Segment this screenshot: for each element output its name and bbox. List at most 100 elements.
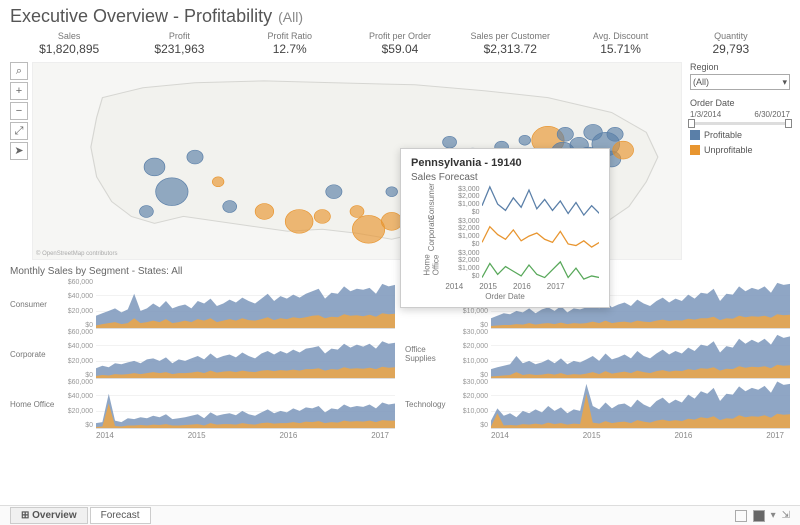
area-yaxis: $30,000$20,000$10,000$0	[457, 329, 491, 379]
kpi-4: Sales per Customer$2,313.72	[455, 31, 565, 56]
map-bubble[interactable]	[607, 127, 623, 141]
kpi-value: 29,793	[676, 42, 786, 56]
date-max: 6/30/2017	[754, 110, 790, 119]
map-bubble[interactable]	[386, 187, 398, 197]
date-slider[interactable]	[690, 122, 790, 125]
map-bubble[interactable]	[443, 136, 457, 148]
chevron-down-icon[interactable]: ▾	[771, 510, 776, 522]
kpi-value: 15.71%	[565, 42, 675, 56]
legend-swatch	[690, 130, 700, 140]
kpi-label: Quantity	[676, 31, 786, 41]
map-bubble[interactable]	[557, 127, 573, 141]
map-toolbar: ⌕ + − ⤢ ➤	[10, 62, 32, 260]
slider-knob-max[interactable]	[785, 119, 792, 128]
map-bubble[interactable]	[139, 206, 153, 218]
date-min: 1/3/2014	[690, 110, 721, 119]
area-row: Corporate$60,000$40,000$20,000$0	[10, 329, 395, 379]
left-chart-title: Monthly Sales by Segment - States: All	[10, 266, 395, 277]
legend-item[interactable]: Unprofitable	[690, 145, 790, 155]
footer: ⊞ OverviewForecast ▾ ⇲	[0, 505, 800, 525]
kpi-0: Sales$1,820,895	[14, 31, 124, 56]
spark-chart	[482, 185, 599, 217]
map-bubble[interactable]	[212, 177, 224, 187]
area-chart[interactable]	[491, 379, 790, 429]
map-bubble[interactable]	[285, 210, 313, 234]
page-title: Executive Overview - Profitability	[10, 6, 272, 27]
map-bubble[interactable]	[350, 206, 364, 218]
map-tool-1[interactable]: +	[10, 82, 28, 100]
area-yaxis: $30,000$20,000$10,000$0	[457, 379, 491, 429]
area-row-label: Consumer	[10, 279, 62, 329]
map-tooltip: Pennsylvania - 19140 Sales Forecast Cons…	[400, 148, 610, 308]
chevron-down-icon: ▾	[782, 77, 787, 88]
kpi-label: Profit	[124, 31, 234, 41]
kpi-5: Avg. Discount15.71%	[565, 31, 675, 56]
map-bubble[interactable]	[381, 212, 402, 230]
map-bubble[interactable]	[187, 150, 203, 164]
kpi-value: $231,963	[124, 42, 234, 56]
kpi-value: $2,313.72	[455, 42, 565, 56]
kpi-1: Profit$231,963	[124, 31, 234, 56]
spark-row: Home Office$3,000$2,000$1,000$0	[411, 249, 599, 281]
region-label: Region	[690, 62, 790, 72]
kpi-6: Quantity29,793	[676, 31, 786, 56]
map-tool-4[interactable]: ➤	[10, 142, 28, 160]
tab-forecast[interactable]: Forecast	[90, 507, 151, 524]
kpi-label: Avg. Discount	[565, 31, 675, 41]
kpi-row: Sales$1,820,895Profit$231,963Profit Rati…	[10, 31, 790, 62]
view-grid-icon[interactable]	[735, 510, 747, 522]
slider-knob-min[interactable]	[688, 119, 695, 128]
spark-label: Home Office	[423, 244, 441, 285]
area-chart[interactable]	[96, 379, 395, 429]
map-bubble[interactable]	[326, 185, 342, 199]
map-bubble[interactable]	[613, 141, 634, 159]
map-bubble[interactable]	[223, 201, 237, 213]
kpi-value: 12.7%	[235, 42, 345, 56]
tab-overview[interactable]: ⊞ Overview	[10, 507, 88, 524]
kpi-label: Profit per Order	[345, 31, 455, 41]
region-select[interactable]: (All) ▾	[690, 74, 790, 90]
spark-yaxis: $3,000$2,000$1,000$0	[452, 186, 481, 217]
area-xaxis: 2014201520162017	[10, 429, 395, 440]
spark-yaxis: $3,000$2,000$1,000$0	[452, 250, 481, 281]
area-xaxis: 2014201520162017	[405, 429, 790, 440]
map-tool-0[interactable]: ⌕	[10, 62, 28, 80]
area-row: Office Supplies$30,000$20,000$10,000$0	[405, 329, 790, 379]
area-chart[interactable]	[491, 329, 790, 379]
map-tool-2[interactable]: −	[10, 102, 28, 120]
kpi-label: Sales per Customer	[455, 31, 565, 41]
order-date-label: Order Date	[690, 98, 790, 108]
area-row: Home Office$60,000$40,000$20,000$0	[10, 379, 395, 429]
kpi-label: Profit Ratio	[235, 31, 345, 41]
map-bubble[interactable]	[314, 210, 330, 224]
map-bubble[interactable]	[156, 178, 188, 206]
map-bubble[interactable]	[519, 135, 531, 145]
spark-row: Consumer$3,000$2,000$1,000$0	[411, 185, 599, 217]
area-chart[interactable]	[96, 329, 395, 379]
spark-chart	[482, 217, 599, 249]
area-chart[interactable]	[96, 279, 395, 329]
area-row: Consumer$60,000$40,000$20,000$0	[10, 279, 395, 329]
map-tool-3[interactable]: ⤢	[10, 122, 28, 140]
area-row: Technology$30,000$20,000$10,000$0	[405, 379, 790, 429]
legend-swatch	[690, 145, 700, 155]
legend-item[interactable]: Profitable	[690, 130, 790, 140]
area-yaxis: $60,000$40,000$20,000$0	[62, 279, 96, 329]
map-bubble[interactable]	[144, 158, 165, 176]
spark-chart	[482, 249, 599, 281]
area-row-label: Technology	[405, 379, 457, 429]
page-title-suffix: (All)	[278, 9, 303, 25]
legend-label: Unprofitable	[704, 145, 753, 155]
side-panel: Region (All) ▾ Order Date 1/3/2014 6/30/…	[682, 62, 790, 260]
kpi-3: Profit per Order$59.04	[345, 31, 455, 56]
share-icon[interactable]: ⇲	[782, 510, 790, 522]
map-bubble[interactable]	[352, 215, 384, 243]
tooltip-xaxis-label: Order Date	[411, 292, 599, 301]
tooltip-title: Pennsylvania - 19140	[411, 157, 599, 169]
area-yaxis: $60,000$40,000$20,000$0	[62, 329, 96, 379]
kpi-value: $1,820,895	[14, 42, 124, 56]
legend-label: Profitable	[704, 130, 742, 140]
area-row-label: Office Supplies	[405, 329, 457, 379]
map-bubble[interactable]	[255, 204, 274, 220]
view-list-icon[interactable]	[753, 510, 765, 522]
